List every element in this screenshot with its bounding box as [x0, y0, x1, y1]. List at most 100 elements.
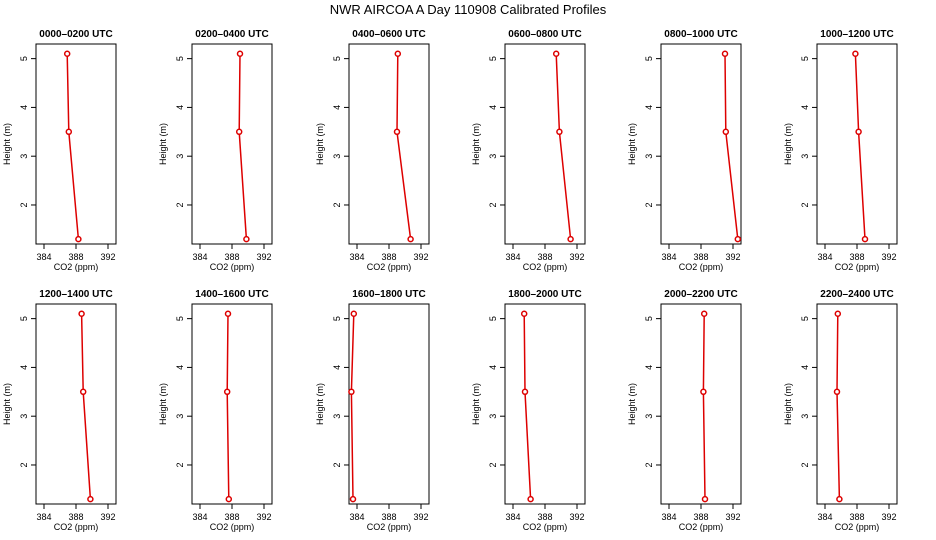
panel-title: 0600–0800 UTC — [508, 29, 581, 40]
profile-point — [861, 235, 869, 243]
x-tick-label: 384 — [661, 252, 676, 262]
x-tick-label: 388 — [68, 512, 83, 522]
x-tick-label: 384 — [349, 252, 364, 262]
x-tick-label: 388 — [693, 252, 708, 262]
x-axis-label: CO2 (ppm) — [210, 262, 255, 272]
x-tick-label: 384 — [661, 512, 676, 522]
y-tick-label: 5 — [488, 316, 498, 321]
profile-line — [702, 313, 706, 500]
y-axis-label: Height (m) — [158, 123, 168, 165]
x-tick-label: 392 — [413, 512, 428, 522]
x-axis-label: CO2 (ppm) — [54, 522, 99, 532]
profile-point — [348, 388, 355, 396]
y-tick-label: 4 — [175, 105, 185, 110]
profile-point — [407, 235, 414, 243]
plot-frame — [816, 43, 898, 245]
x-tick-label: 392 — [725, 252, 740, 262]
x-tick-label: 388 — [849, 252, 864, 262]
panel-title: 1200–1400 UTC — [39, 289, 112, 300]
x-tick-label: 392 — [881, 252, 896, 262]
profile-point — [75, 235, 82, 243]
y-tick-label: 2 — [175, 202, 185, 207]
y-tick-label: 2 — [175, 462, 185, 467]
y-axis-label: Height (m) — [315, 383, 325, 425]
y-tick-label: 3 — [644, 414, 654, 419]
x-tick-label: 388 — [381, 252, 396, 262]
y-tick-label: 2 — [488, 462, 498, 467]
profile-point — [567, 235, 574, 243]
y-tick-label: 3 — [800, 414, 810, 419]
y-axis-label: Height (m) — [627, 383, 637, 425]
y-axis-label: Height (m) — [2, 383, 12, 425]
y-tick-label: 5 — [644, 56, 654, 61]
profile-point — [734, 235, 742, 243]
profile-panel: 0200–0400 UTC 384 388 392 2 3 4 5 CO2 (ppm) Heigh… — [158, 29, 273, 272]
y-tick-label: 2 — [332, 462, 342, 467]
profile-panel: 1000–1200 UTC 384 388 392 2 3 4 5 CO2 (ppm) Heigh… — [783, 29, 898, 272]
y-tick-label: 4 — [644, 365, 654, 370]
profile-panel: 0600–0800 UTC 384 388 392 2 3 4 5 CO2 (ppm) Heigh… — [471, 29, 586, 272]
y-tick-label: 5 — [175, 56, 185, 61]
plot-frame — [660, 303, 742, 505]
y-tick-label: 3 — [644, 154, 654, 159]
panel-title: 0800–1000 UTC — [664, 29, 737, 40]
y-axis-label: Height (m) — [158, 383, 168, 425]
x-axis-label: CO2 (ppm) — [367, 262, 412, 272]
panel-title: 0400–0600 UTC — [352, 29, 425, 40]
profile-point — [225, 495, 233, 503]
y-tick-label: 3 — [488, 414, 498, 419]
profile-point — [65, 128, 73, 136]
y-tick-label: 4 — [800, 365, 810, 370]
plot-frame — [504, 303, 586, 505]
y-tick-label: 2 — [644, 202, 654, 207]
profile-point — [63, 50, 71, 58]
x-tick-label: 392 — [100, 252, 115, 262]
profile-point — [721, 50, 729, 58]
figure-title: NWR AIRCOA A Day 110908 Calibrated Profi… — [330, 2, 607, 17]
y-tick-label: 2 — [800, 462, 810, 467]
x-axis-label: CO2 (ppm) — [679, 522, 724, 532]
profile-panel: 1600–1800 UTC 384 388 392 2 3 4 5 CO2 (ppm) Heigh… — [315, 289, 430, 532]
x-axis-label: CO2 (ppm) — [367, 522, 412, 532]
x-axis-label: CO2 (ppm) — [835, 262, 880, 272]
profile-point — [552, 50, 560, 58]
panel-title: 0000–0200 UTC — [39, 29, 112, 40]
panel-title: 1400–1600 UTC — [195, 289, 268, 300]
y-axis-label: Height (m) — [783, 383, 793, 425]
profile-panel: 0800–1000 UTC 384 388 392 2 3 4 5 CO2 (ppm) Heigh… — [627, 29, 742, 272]
x-tick-label: 388 — [849, 512, 864, 522]
profile-point — [87, 495, 94, 503]
profile-panel: 2200–2400 UTC 384 388 392 2 3 4 5 CO2 (ppm) Heigh… — [783, 289, 898, 532]
y-tick-label: 2 — [19, 462, 29, 467]
x-axis-label: CO2 (ppm) — [210, 522, 255, 532]
y-tick-label: 3 — [800, 154, 810, 159]
profile-point — [556, 128, 563, 136]
profile-point — [350, 310, 358, 318]
profile-point — [527, 495, 534, 503]
y-tick-label: 4 — [175, 365, 185, 370]
plot-frame — [348, 43, 430, 245]
x-tick-label: 384 — [192, 252, 207, 262]
y-axis-label: Height (m) — [471, 383, 481, 425]
plot-frame — [816, 303, 898, 505]
x-axis-label: CO2 (ppm) — [835, 522, 880, 532]
profile-panel: 0400–0600 UTC 384 388 392 2 3 4 5 CO2 (ppm) Heigh… — [315, 29, 430, 272]
profile-panel: 1400–1600 UTC 384 388 392 2 3 4 5 CO2 (ppm) Heigh… — [158, 289, 273, 532]
y-tick-label: 5 — [332, 56, 342, 61]
y-axis-label: Height (m) — [783, 123, 793, 165]
x-axis-label: CO2 (ppm) — [523, 262, 568, 272]
panel-title: 1000–1200 UTC — [820, 29, 893, 40]
profile-point — [78, 310, 85, 318]
x-tick-label: 392 — [569, 252, 584, 262]
x-tick-label: 388 — [693, 512, 708, 522]
x-tick-label: 388 — [537, 512, 552, 522]
profile-line — [396, 53, 412, 240]
y-tick-label: 4 — [488, 105, 498, 110]
profile-point — [79, 388, 87, 396]
profile-line — [523, 313, 532, 500]
plot-frame — [504, 43, 586, 245]
y-tick-label: 4 — [19, 365, 29, 370]
y-tick-label: 4 — [332, 365, 342, 370]
y-tick-label: 3 — [332, 154, 342, 159]
